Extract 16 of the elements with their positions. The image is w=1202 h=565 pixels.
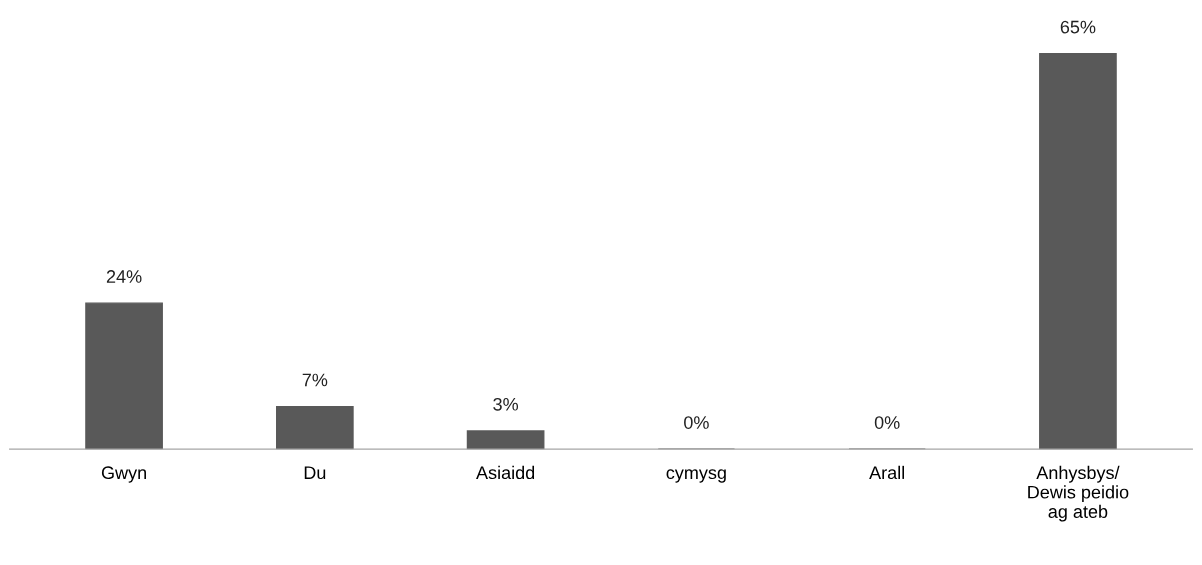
x-tick-label: cymysg [666,469,726,483]
bar [466,430,545,450]
data-label: 0% [684,416,709,429]
data-label: 0% [874,416,900,429]
data-label: 65% [1060,20,1096,34]
x-tick-label: Du [304,466,326,480]
x-tick-label: Asiaidd [476,465,535,480]
data-label: 7% [302,373,328,387]
data-label: 3% [493,397,519,411]
bar [85,302,163,450]
x-tick-label: Gwyn [101,466,146,483]
bar [1039,52,1117,450]
bar [275,405,354,450]
data-label: 24% [106,270,142,283]
x-tick-label: Arall [869,465,905,480]
x-tick-label: Anhysbys/ Dewis peidio ag ateb [1028,465,1129,522]
